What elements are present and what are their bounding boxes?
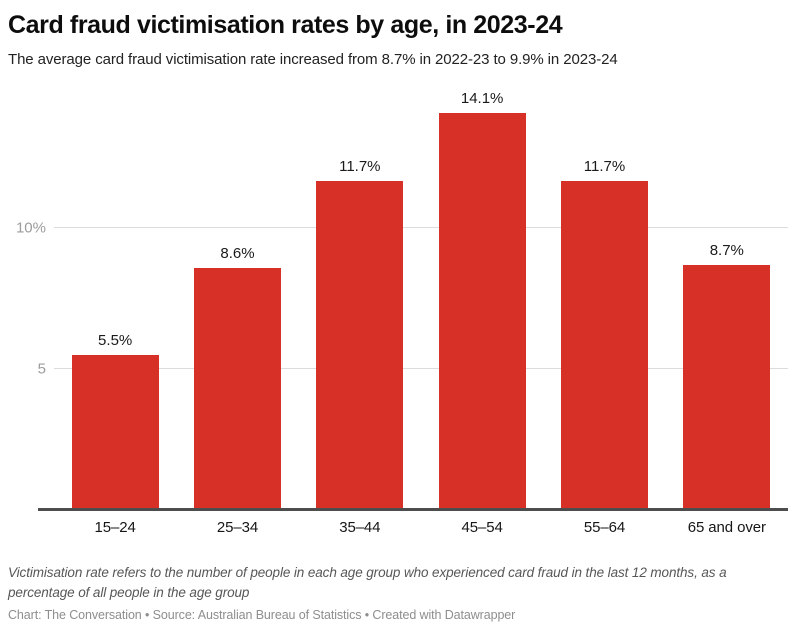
plot-area: 5.5% 8.6% 11.7% 14.1% 11.7% 8.7% 5 10% bbox=[8, 88, 790, 511]
bar-slot: 8.6% bbox=[176, 88, 298, 509]
x-axis-labels: 15–24 25–34 35–44 45–54 55–64 65 and over bbox=[54, 509, 788, 536]
x-tick-label: 55–64 bbox=[583, 519, 626, 536]
x-tick-label: 15–24 bbox=[94, 519, 136, 536]
bar-value-label: 11.7% bbox=[583, 157, 626, 175]
gridline-5 bbox=[54, 367, 788, 369]
attribution: Chart: The Conversation • Source: Austra… bbox=[8, 608, 516, 623]
bar-series: 5.5% 8.6% 11.7% 14.1% 11.7% 8.7% bbox=[54, 88, 788, 509]
bar-55–64: 11.7% bbox=[560, 158, 648, 509]
x-tick-label: 35–44 bbox=[339, 519, 381, 536]
bar-15–24: 5.5% bbox=[71, 332, 159, 509]
bar-slot: 8.7% bbox=[666, 88, 788, 509]
bar-25–34: 8.6% bbox=[193, 245, 281, 509]
gridline-10 bbox=[54, 227, 788, 229]
chart-title: Card fraud victimisation rates by age, i… bbox=[8, 11, 563, 39]
bar-45–54: 14.1% bbox=[438, 90, 526, 509]
x-tick-label: 45–54 bbox=[461, 519, 503, 536]
y-tick-label: 10% bbox=[8, 220, 46, 236]
bar-value-label: 11.7% bbox=[339, 157, 381, 175]
bar-value-label: 8.7% bbox=[709, 241, 744, 259]
bar-slot: 14.1% bbox=[421, 88, 543, 509]
bar-slot: 11.7% bbox=[299, 88, 421, 509]
chart-subtitle: The average card fraud victimisation rat… bbox=[8, 51, 618, 68]
bar-value-label: 8.6% bbox=[220, 244, 255, 262]
bar-35–44: 11.7% bbox=[316, 158, 404, 509]
bar-slot: 5.5% bbox=[54, 88, 176, 509]
bar-value-label: 14.1% bbox=[460, 90, 504, 108]
bar-slot: 11.7% bbox=[543, 88, 665, 509]
x-tick-label: 25–34 bbox=[216, 519, 259, 536]
x-tick-label: 65 and over bbox=[687, 519, 766, 536]
bar-value-label: 5.5% bbox=[98, 331, 133, 349]
footnote: Victimisation rate refers to the number … bbox=[8, 565, 727, 600]
x-axis-line bbox=[38, 508, 788, 511]
bar-65 and over: 8.7% bbox=[683, 242, 771, 509]
y-tick-label: 5 bbox=[8, 361, 46, 377]
